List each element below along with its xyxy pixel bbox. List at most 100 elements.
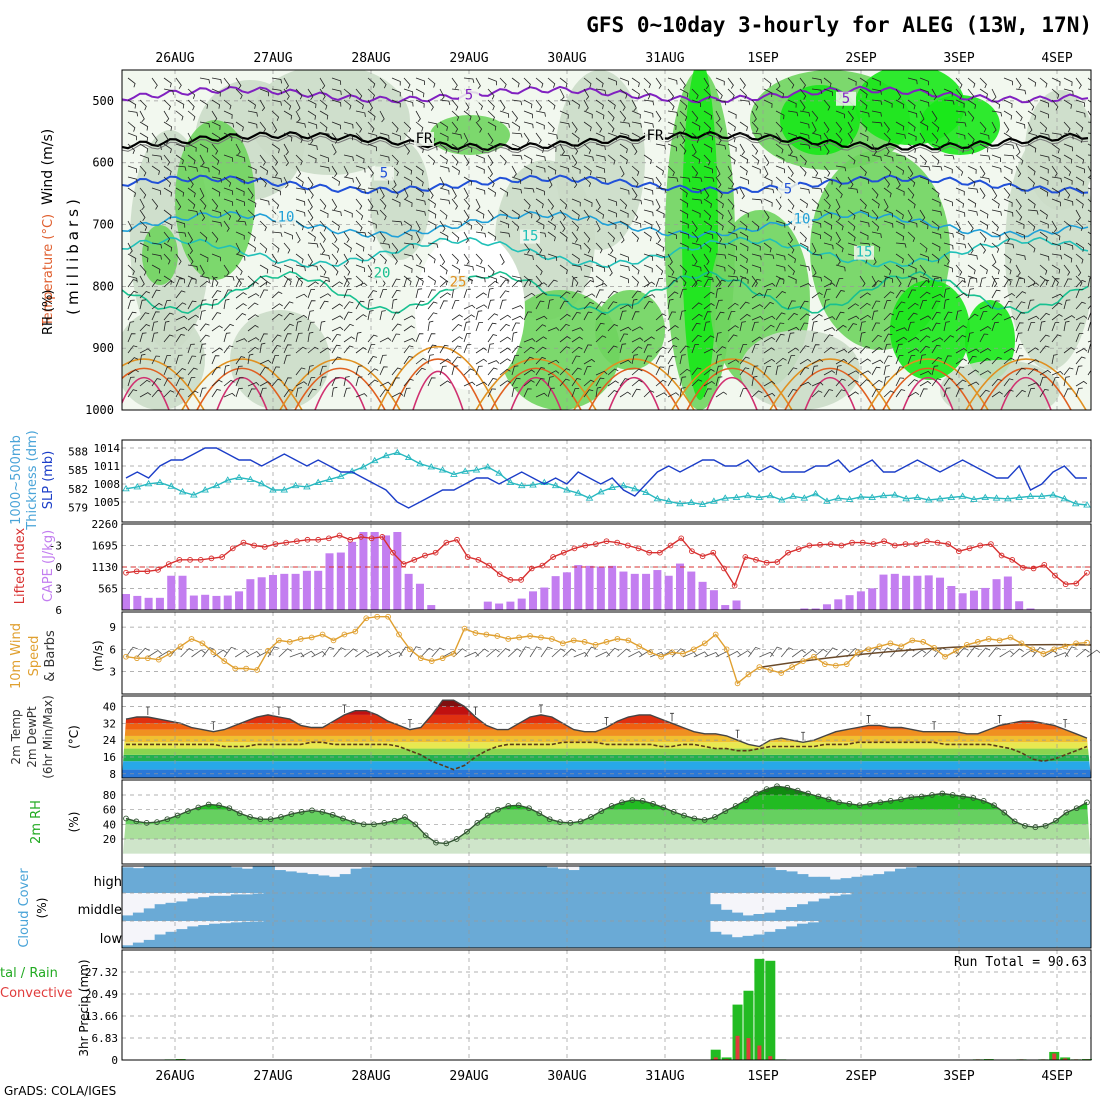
wind-barb bbox=[907, 391, 920, 398]
slp-ylabel-1: 1000~500mb bbox=[9, 435, 24, 525]
wind-barb bbox=[559, 231, 568, 242]
wind-barb bbox=[307, 346, 319, 354]
wind-barb bbox=[931, 344, 941, 354]
wind-barb bbox=[1063, 165, 1072, 176]
wind-barb bbox=[715, 88, 723, 100]
wind10-barb bbox=[223, 646, 237, 658]
cape-bar bbox=[822, 604, 831, 610]
wind-barb bbox=[763, 392, 776, 398]
cloud-middle-bar bbox=[742, 915, 754, 921]
wind-barb bbox=[475, 275, 486, 283]
wind-barb bbox=[511, 322, 520, 332]
wind-barb bbox=[475, 253, 483, 265]
upper-ylabel-rh: RH (%) bbox=[41, 290, 56, 335]
wind-barb bbox=[1063, 77, 1073, 87]
wind-barb bbox=[931, 378, 942, 387]
contour-label-7: 10 bbox=[794, 211, 811, 227]
wind-barb bbox=[1039, 279, 1050, 288]
wind-barb bbox=[583, 379, 595, 387]
wind-barb bbox=[667, 165, 675, 177]
cloud-middle-bar bbox=[1069, 893, 1081, 921]
wind-barb bbox=[439, 292, 451, 299]
wind10-speed-line-point bbox=[865, 646, 872, 653]
cloud-high-bar bbox=[481, 866, 493, 893]
wind-barb bbox=[1051, 176, 1063, 183]
wind-barb bbox=[895, 264, 905, 274]
cloud-high-bar bbox=[1025, 866, 1038, 893]
wind-barb bbox=[1051, 132, 1063, 139]
thickness-line-point bbox=[664, 497, 673, 504]
lifted-index-line-point bbox=[849, 539, 855, 546]
cloud-high-bar bbox=[209, 866, 221, 893]
wind-barb bbox=[235, 198, 245, 207]
wind-barb bbox=[679, 275, 687, 287]
wind10-speed-line-point bbox=[603, 639, 610, 645]
wind-barb bbox=[1075, 77, 1082, 89]
wind-barb bbox=[139, 132, 149, 142]
wind-barb bbox=[595, 77, 604, 88]
lifted-index-line-point bbox=[208, 555, 215, 562]
wind-barb bbox=[967, 355, 977, 365]
wind-barb bbox=[655, 143, 666, 150]
wind-barb bbox=[211, 355, 220, 365]
wind-barb bbox=[691, 379, 703, 387]
wind-barb bbox=[679, 368, 691, 376]
wind-barb bbox=[535, 315, 548, 321]
wind-barb bbox=[151, 165, 160, 175]
thickness-line-point bbox=[823, 497, 831, 504]
wind-barb bbox=[691, 322, 701, 332]
wind-barb bbox=[1003, 378, 1014, 387]
wind-barb bbox=[907, 289, 916, 299]
wind-barb bbox=[619, 343, 627, 354]
wind-barb bbox=[1003, 77, 1013, 86]
temp-minmax-tick bbox=[211, 721, 216, 730]
wind-barb bbox=[739, 242, 749, 252]
wind-barb bbox=[835, 220, 844, 231]
wind-barb bbox=[139, 348, 152, 354]
wind-barb bbox=[703, 132, 713, 141]
wind-barb bbox=[751, 220, 760, 231]
wind-barb bbox=[811, 165, 819, 177]
wind-barb bbox=[1003, 187, 1011, 199]
wind-barb bbox=[967, 209, 978, 216]
precip-convective-bar bbox=[1063, 1058, 1068, 1060]
wind-barb bbox=[595, 99, 604, 110]
wind-barb bbox=[727, 359, 740, 365]
wind-barb bbox=[271, 242, 280, 253]
wind-barb bbox=[667, 364, 674, 376]
wind-barb bbox=[139, 110, 145, 123]
cloud-middle-bar bbox=[437, 893, 450, 921]
wind-barb bbox=[787, 300, 796, 310]
wind10-barb bbox=[824, 647, 838, 658]
wind-barb bbox=[367, 143, 377, 152]
cloud-middle-bar bbox=[884, 893, 896, 921]
wind-barb bbox=[391, 187, 399, 199]
wind-barb bbox=[799, 99, 806, 111]
wind-barb bbox=[211, 187, 221, 197]
wind-barb bbox=[583, 275, 594, 283]
wind-barb bbox=[427, 253, 436, 264]
wind-barb bbox=[631, 121, 642, 128]
cape-bar bbox=[585, 565, 594, 610]
wind-barb bbox=[667, 121, 677, 130]
wind-barb bbox=[691, 279, 702, 288]
upper-ytick: 900 bbox=[92, 341, 114, 355]
cloud-low-bar bbox=[307, 921, 319, 948]
wind-barb bbox=[595, 335, 607, 343]
wind-barb bbox=[859, 132, 869, 142]
wind-barb bbox=[199, 209, 206, 222]
wind-barb bbox=[343, 154, 354, 162]
wind-barb bbox=[967, 88, 975, 100]
rh-line-point bbox=[195, 804, 202, 811]
rh-line-point bbox=[340, 815, 346, 822]
wind-barb bbox=[631, 143, 638, 156]
wind-barb bbox=[283, 389, 294, 398]
cloud-low-bar bbox=[198, 925, 210, 948]
wind-barb bbox=[955, 231, 965, 240]
wind-barb bbox=[223, 264, 230, 277]
wind-barb bbox=[715, 176, 722, 189]
wind-barb bbox=[883, 209, 893, 218]
rh-line-point bbox=[691, 815, 698, 822]
wind-barb bbox=[559, 88, 565, 101]
wind-barb bbox=[355, 376, 363, 387]
